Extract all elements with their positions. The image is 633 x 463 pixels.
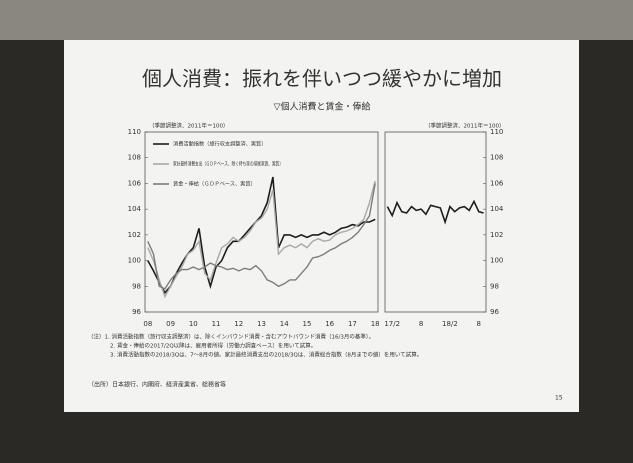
legend-label: 家計最終消費支出（ＧＤＰベース、除く持ち家の帰属家賃、実質） xyxy=(173,160,283,168)
x-tick-label: 14 xyxy=(280,320,289,328)
x-tick-label: 12 xyxy=(234,320,243,328)
y-tick-label: 100 xyxy=(490,257,503,265)
y-tick-label: 108 xyxy=(490,154,503,162)
x-tick-label: 09 xyxy=(166,320,175,328)
unit-label: （季節調整済、2011年＝100） xyxy=(149,122,229,130)
series-line xyxy=(147,183,376,290)
y-tick-label: 102 xyxy=(490,231,503,239)
plot-frame xyxy=(384,131,487,313)
y-tick-label: 96 xyxy=(132,308,141,316)
y-tick-label: 96 xyxy=(490,308,499,316)
legend-label: 賃金・俸給（ＧＤＰベース、実質） xyxy=(173,180,256,188)
unit-label: （季節調整済、2011年＝100） xyxy=(425,122,505,130)
x-tick-label: 11 xyxy=(212,320,221,328)
x-tick-label: 13 xyxy=(257,320,266,328)
plot-frame xyxy=(144,131,379,313)
page-number: 15 xyxy=(555,395,563,402)
y-tick-label: 100 xyxy=(128,257,141,265)
ceiling xyxy=(0,0,633,40)
y-tick-label: 106 xyxy=(128,179,142,187)
y-tick-label: 110 xyxy=(490,128,503,136)
series-line xyxy=(147,180,376,299)
slide-title: 個人消費：振れを伴いつつ緩やかに増加 xyxy=(142,67,502,91)
slide xyxy=(64,40,579,412)
source: （出所）日本銀行、内閣府、経済産業省、総務省等 xyxy=(88,381,226,389)
y-tick-label: 104 xyxy=(490,205,504,213)
series-line xyxy=(386,199,484,225)
x-tick-label: 15 xyxy=(303,320,312,328)
y-tick-label: 108 xyxy=(128,154,141,162)
y-tick-label: 98 xyxy=(490,282,499,290)
x-tick-label: 18/2 xyxy=(442,320,458,328)
x-tick-label: 08 xyxy=(143,320,152,328)
legend-label: 消費活動指数（旅行収支調整済、実質） xyxy=(173,140,266,148)
x-tick-label: 17/2 xyxy=(384,320,400,328)
y-tick-label: 98 xyxy=(132,282,141,290)
y-tick-label: 106 xyxy=(490,179,504,187)
note: 3. 消費活動指数の2018/3Qは、7～8月の値。家計最終消費支出の2018/… xyxy=(110,351,422,359)
y-tick-label: 102 xyxy=(128,231,141,239)
note: 2. 賃金・俸給の2017/2Q以降は、雇用者所得（労働力調査ベース）を用いて試… xyxy=(110,342,316,350)
slide-subtitle: ▽個人消費と賃金・俸給 xyxy=(274,101,371,113)
note: （注）1. 消費活動指数（旅行収支調整済）は、除くインバウンド消費・含むアウトバ… xyxy=(88,333,374,341)
x-tick-label: 16 xyxy=(325,320,334,328)
x-tick-label: 17 xyxy=(348,320,357,328)
y-tick-label: 104 xyxy=(128,205,142,213)
x-tick-label: 8 xyxy=(419,320,423,328)
y-tick-label: 110 xyxy=(128,128,141,136)
x-tick-label: 8 xyxy=(477,320,481,328)
x-tick-label: 10 xyxy=(189,320,198,328)
x-tick-label: 18 xyxy=(371,320,380,328)
